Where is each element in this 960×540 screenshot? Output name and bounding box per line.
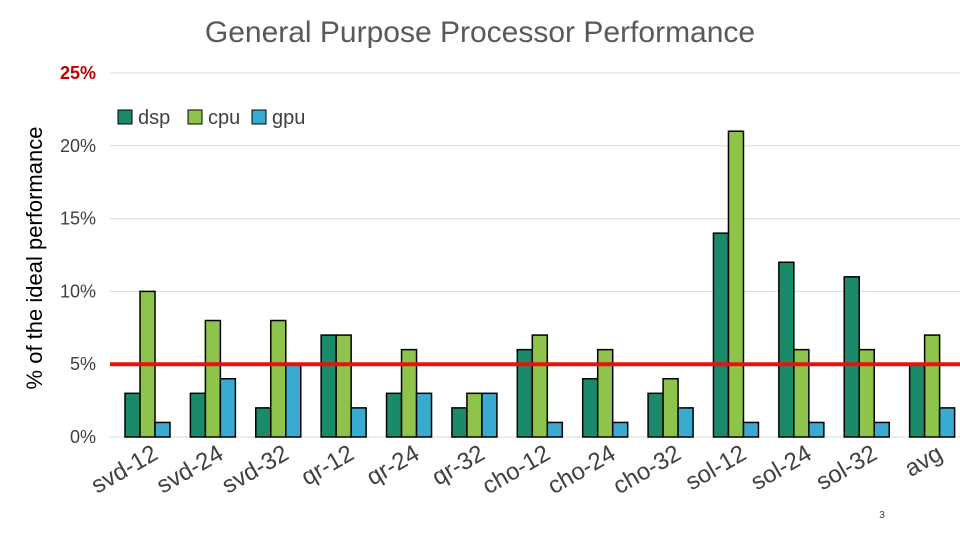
bar-cpu-cho-24	[596, 348, 614, 438]
bar-gpu-sol-24	[808, 421, 825, 438]
bar-dsp-svd-12	[124, 392, 141, 438]
legend-swatch-gpu	[251, 109, 267, 125]
bar-gpu-sol-32	[873, 421, 890, 438]
y-tick-label: 10%	[60, 281, 96, 301]
bar-gpu-cho-24	[611, 421, 629, 438]
y-tick-label: 5%	[70, 354, 96, 374]
bar-gpu-svd-32	[285, 363, 302, 438]
x-tick-label: cho-12	[478, 440, 555, 500]
bar-cpu-cho-32	[662, 378, 679, 438]
bar-cpu-svd-24	[204, 319, 222, 438]
bar-dsp-sol-32	[843, 276, 860, 438]
legend-label-gpu: gpu	[272, 107, 305, 129]
bar-cpu-cho-12	[531, 334, 549, 438]
bar-dsp-svd-32	[255, 407, 272, 438]
bar-gpu-qr-12	[350, 407, 367, 438]
legend-label-cpu: cpu	[208, 107, 240, 129]
legend-swatch-dsp	[117, 109, 133, 125]
bar-gpu-sol-12	[742, 421, 760, 438]
bar-dsp-sol-12	[712, 232, 730, 438]
bar-cpu-avg	[923, 334, 941, 438]
bar-dsp-cho-32	[647, 392, 664, 438]
x-tick-label: sol-24	[746, 440, 816, 496]
y-tick-label: 0%	[70, 427, 96, 447]
bar-gpu-svd-24	[219, 378, 237, 438]
bar-dsp-qr-24	[385, 392, 403, 438]
bar-dsp-avg	[908, 363, 926, 438]
bars	[124, 130, 956, 438]
y-axis-label: % of the ideal performance	[22, 127, 47, 390]
bar-cpu-qr-12	[335, 334, 352, 438]
bar-gpu-svd-12	[154, 421, 171, 438]
x-tick-label: avg	[900, 440, 947, 483]
bar-gpu-cho-12	[546, 421, 564, 438]
x-tick-label: qr-32	[427, 440, 489, 491]
bar-cpu-svd-32	[270, 319, 287, 438]
legend-label-dsp: dsp	[138, 107, 170, 129]
bar-dsp-sol-24	[778, 261, 795, 438]
legend-swatch-cpu	[187, 109, 203, 125]
x-tick-label: svd-12	[87, 440, 163, 499]
bar-cpu-qr-32	[466, 392, 483, 438]
y-tick-label: 20%	[60, 136, 96, 156]
bar-gpu-qr-32	[481, 392, 498, 438]
legend: dsp cpu gpu	[117, 107, 305, 129]
y-tick-labels: 0% 5% 10% 15% 20% 25%	[60, 63, 96, 447]
x-tick-label: svd-24	[152, 440, 228, 499]
bar-cpu-sol-12	[727, 130, 745, 438]
x-tick-label: qr-24	[362, 440, 424, 491]
bar-gpu-cho-32	[677, 407, 694, 438]
bar-cpu-sol-24	[793, 348, 810, 438]
bar-dsp-qr-32	[451, 407, 468, 438]
bar-dsp-cho-24	[581, 378, 599, 438]
x-tick-label: sol-32	[812, 440, 882, 496]
x-tick-label: cho-32	[609, 440, 686, 500]
x-tick-label: sol-12	[681, 440, 751, 496]
page-number: 3	[879, 510, 885, 521]
bar-dsp-svd-24	[189, 392, 207, 438]
y-tick-label: 15%	[60, 209, 96, 229]
x-tick-label: svd-32	[217, 440, 293, 499]
bar-gpu-avg	[938, 407, 956, 438]
bar-cpu-sol-32	[858, 348, 875, 438]
x-tick-label: cho-24	[543, 440, 620, 500]
x-tick-label: qr-12	[297, 440, 359, 491]
bar-dsp-qr-12	[320, 334, 337, 438]
chart-title: General Purpose Processor Performance	[205, 16, 755, 49]
y-tick-label: 25%	[60, 63, 96, 83]
bar-gpu-qr-24	[415, 392, 433, 438]
